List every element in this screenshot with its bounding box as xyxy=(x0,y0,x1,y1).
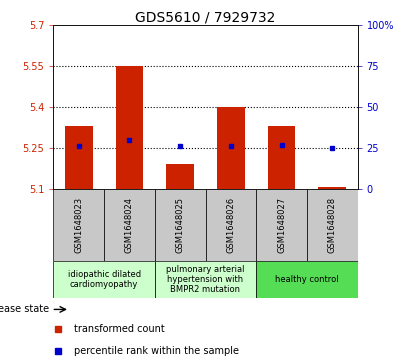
Bar xyxy=(155,261,256,298)
Bar xyxy=(65,126,93,189)
Bar xyxy=(307,189,358,261)
Bar xyxy=(104,189,155,261)
Text: GSM1648027: GSM1648027 xyxy=(277,197,286,253)
Bar xyxy=(217,107,245,189)
Bar xyxy=(53,261,155,298)
Text: idiopathic dilated
cardiomyopathy: idiopathic dilated cardiomyopathy xyxy=(67,270,141,289)
Text: GSM1648025: GSM1648025 xyxy=(175,197,185,253)
Text: disease state: disease state xyxy=(0,305,49,314)
Text: GSM1648023: GSM1648023 xyxy=(74,197,83,253)
Text: GSM1648026: GSM1648026 xyxy=(226,197,236,253)
Bar xyxy=(318,187,346,189)
Bar xyxy=(268,126,296,189)
Bar xyxy=(115,66,143,189)
Bar xyxy=(155,189,206,261)
Bar xyxy=(206,189,256,261)
Title: GDS5610 / 7929732: GDS5610 / 7929732 xyxy=(135,10,276,24)
Text: transformed count: transformed count xyxy=(74,324,165,334)
Text: GSM1648024: GSM1648024 xyxy=(125,197,134,253)
Bar xyxy=(53,189,104,261)
Bar xyxy=(256,261,358,298)
Bar xyxy=(256,189,307,261)
Text: percentile rank within the sample: percentile rank within the sample xyxy=(74,346,239,356)
Text: healthy control: healthy control xyxy=(275,275,339,284)
Text: GSM1648028: GSM1648028 xyxy=(328,197,337,253)
Text: pulmonary arterial
hypertension with
BMPR2 mutation: pulmonary arterial hypertension with BMP… xyxy=(166,265,245,294)
Bar xyxy=(166,164,194,189)
